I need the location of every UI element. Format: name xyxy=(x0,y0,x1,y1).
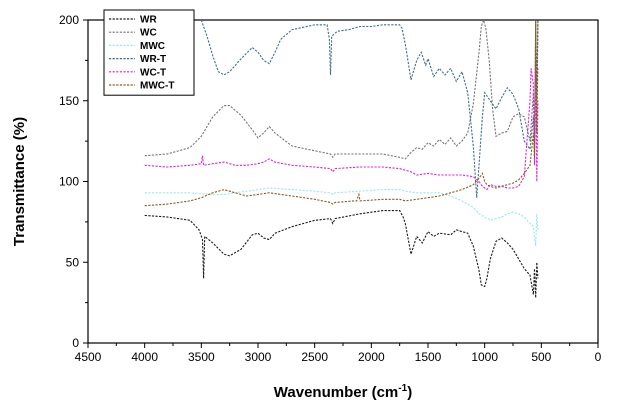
x-tick-label: 2000 xyxy=(358,350,385,364)
y-axis: 0 50 100 150 200 xyxy=(59,13,88,350)
x-tick-label: 4500 xyxy=(75,350,102,364)
series-line-wc-t xyxy=(144,60,539,191)
legend: WR WC MWC WR-T WC-T MWC-T xyxy=(103,9,195,96)
series-line-mwc xyxy=(144,187,539,247)
x-axis-title: Wavenumber (cm-1) xyxy=(274,383,412,401)
series-group xyxy=(144,20,539,298)
x-axis-title-tail: ) xyxy=(407,384,412,401)
x-tick-label: 3500 xyxy=(188,350,215,364)
x-tick-label: 0 xyxy=(595,350,602,364)
x-tick-label: 1500 xyxy=(415,350,442,364)
x-tick-label: 1000 xyxy=(471,350,498,364)
legend-label: MWC-T xyxy=(140,81,174,92)
legend-label: WC xyxy=(140,28,157,39)
x-axis-title-main: Wavenumber (cm xyxy=(274,384,398,401)
x-axis-title-sup: -1 xyxy=(398,383,407,394)
series-line-mwc-t xyxy=(144,20,539,207)
y-axis-title: Transmittance (%) xyxy=(11,117,28,246)
series-line-wr xyxy=(144,210,539,298)
x-tick-label: 500 xyxy=(531,350,551,364)
x-axis: 4500 4000 3500 3000 2500 2000 1500 1000 500 0 xyxy=(75,343,602,364)
x-tick-label: 4000 xyxy=(131,350,158,364)
x-tick-label: 2500 xyxy=(301,350,328,364)
legend-label: WC-T xyxy=(140,67,166,78)
legend-label: WR xyxy=(140,15,157,26)
y-tick-label: 100 xyxy=(59,175,79,189)
y-tick-label: 0 xyxy=(72,336,79,350)
legend-label: MWC xyxy=(140,41,165,52)
y-tick-label: 200 xyxy=(59,13,79,27)
x-tick-label: 3000 xyxy=(245,350,272,364)
y-tick-label: 50 xyxy=(66,255,80,269)
legend-label: WR-T xyxy=(140,54,166,65)
legend-box xyxy=(103,9,195,96)
y-tick-label: 150 xyxy=(59,94,79,108)
series-line-wc xyxy=(144,20,539,160)
